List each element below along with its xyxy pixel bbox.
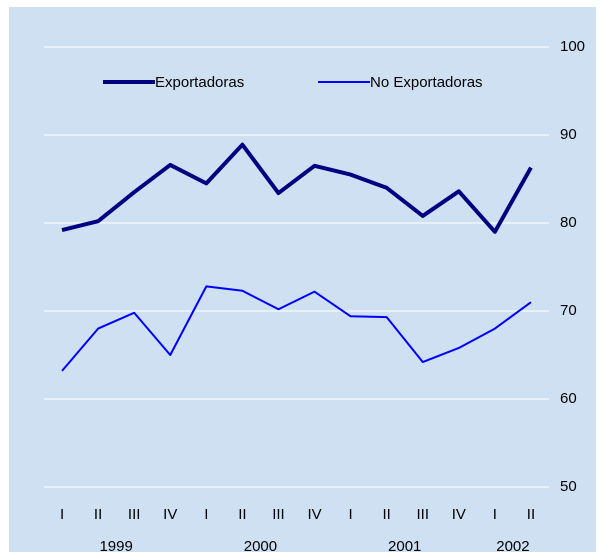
- x-tick-label: IV: [163, 506, 177, 523]
- x-tick-label: III: [128, 506, 141, 523]
- legend-label: No Exportadoras: [370, 74, 483, 91]
- y-tick-label: 90: [560, 126, 577, 143]
- year-label: 1999: [99, 538, 132, 555]
- year-label: 2001: [388, 538, 421, 555]
- x-tick-label: IV: [307, 506, 321, 523]
- year-label: 2002: [496, 538, 529, 555]
- x-tick-label: II: [527, 506, 535, 523]
- x-tick-label: I: [493, 506, 497, 523]
- y-tick-label: 50: [560, 478, 577, 495]
- y-tick-label: 100: [560, 38, 585, 55]
- x-tick-label: IV: [452, 506, 466, 523]
- x-tick-label: III: [272, 506, 285, 523]
- y-tick-label: 70: [560, 302, 577, 319]
- series-line: [61, 142, 533, 234]
- series-line: [61, 285, 532, 372]
- legend-label: Exportadoras: [155, 74, 244, 91]
- year-label: 2000: [244, 538, 277, 555]
- x-tick-label: I: [349, 506, 353, 523]
- x-tick-label: II: [94, 506, 102, 523]
- x-tick-label: II: [383, 506, 391, 523]
- y-tick-label: 80: [560, 214, 577, 231]
- chart-background: [9, 7, 596, 552]
- x-tick-label: I: [204, 506, 208, 523]
- y-tick-label: 60: [560, 390, 577, 407]
- x-tick-label: II: [238, 506, 246, 523]
- x-tick-label: I: [60, 506, 64, 523]
- x-tick-label: III: [416, 506, 429, 523]
